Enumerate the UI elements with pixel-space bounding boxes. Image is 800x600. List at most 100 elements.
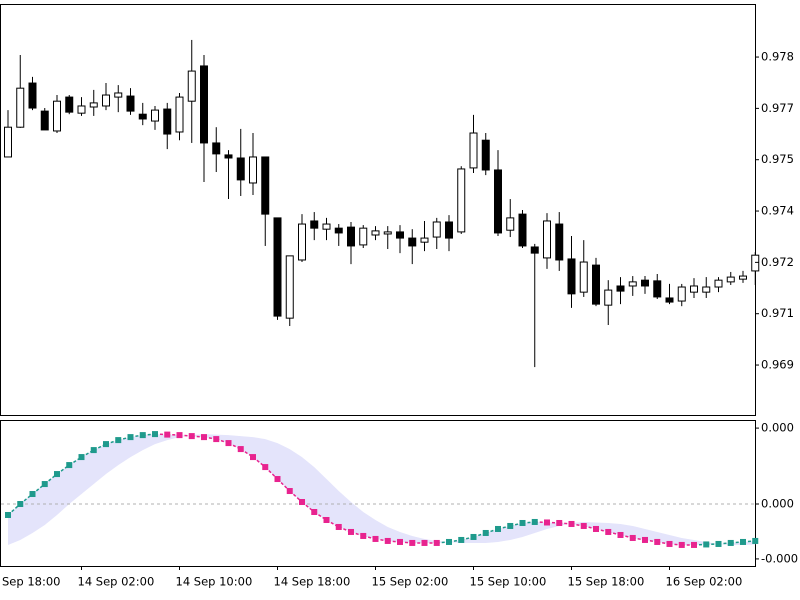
- candle-body: [28, 82, 37, 109]
- candle-body: [212, 142, 221, 155]
- y-tick-label: 0.000: [761, 497, 794, 511]
- candle-body: [714, 279, 723, 288]
- candle-body: [641, 279, 649, 287]
- indicator-point: [397, 538, 403, 545]
- candle-body: [187, 70, 196, 102]
- indicator-point: [188, 433, 195, 440]
- indicator-point: [470, 533, 477, 540]
- indicator-point: [164, 431, 171, 438]
- candle-body: [224, 154, 233, 159]
- indicator-point: [250, 454, 256, 461]
- indicator-point: [580, 522, 587, 529]
- indicator-point: [152, 431, 158, 438]
- candle-body: [592, 264, 600, 305]
- indicator-point: [201, 434, 207, 441]
- indicator-point: [176, 432, 183, 439]
- axes-layer: 0.978 0.977 0.975 0.974 0.972 0.971 0.969 Sep 1…: [2, 50, 798, 589]
- indicator-point: [715, 540, 722, 547]
- candle-body: [138, 113, 147, 120]
- indicator-point: [666, 540, 673, 547]
- candle-body: [273, 217, 282, 317]
- candle-body: [604, 289, 613, 306]
- indicator-point: [299, 499, 305, 506]
- candle-body: [432, 221, 441, 238]
- indicator-point: [274, 476, 281, 483]
- y-tick-label: -0.000: [761, 551, 798, 565]
- candle-body: [4, 126, 12, 158]
- x-tick-label: 15 Sep 02:00: [372, 575, 449, 589]
- indicator-point: [568, 520, 575, 527]
- indicator-point: [78, 454, 85, 461]
- y-tick-label: 0.977: [761, 101, 794, 115]
- y-tick-label: 0.974: [761, 204, 794, 218]
- candle-body: [53, 100, 61, 132]
- indicator-point: [409, 539, 416, 546]
- indicator-point: [446, 538, 452, 545]
- indicator-point: [629, 534, 636, 541]
- indicator-point: [433, 539, 440, 546]
- indicator-point: [531, 518, 538, 525]
- candle-body: [322, 223, 331, 230]
- indicator-point: [54, 471, 60, 478]
- indicator-point: [348, 528, 354, 535]
- candle-body: [261, 156, 270, 215]
- indicator-point: [286, 488, 293, 495]
- candle-body: [65, 96, 74, 113]
- candle-body: [616, 285, 625, 292]
- indicator-point: [66, 462, 73, 469]
- indicator-point: [262, 464, 269, 471]
- candle-body: [469, 132, 478, 169]
- candle-body: [359, 227, 368, 246]
- indicator-point: [90, 447, 97, 454]
- indicator-point: [482, 529, 489, 536]
- indicator-point: [691, 541, 697, 548]
- x-tick-label: 14 Sep 02:00: [78, 575, 155, 589]
- indicator-layer: [1, 431, 759, 548]
- indicator-point: [127, 434, 134, 441]
- candle-body: [739, 275, 747, 280]
- candle-body: [371, 230, 380, 236]
- main-panel: [0, 4, 756, 416]
- indicator-point: [727, 539, 734, 546]
- candle-body: [677, 286, 686, 302]
- indicator-point: [752, 537, 759, 544]
- candle-body: [702, 286, 711, 293]
- candle-body: [555, 223, 564, 261]
- indicator-point: [372, 535, 379, 542]
- indicator-point: [617, 531, 624, 538]
- candle-body: [236, 157, 245, 181]
- candle-body: [16, 87, 25, 128]
- candle-body: [298, 223, 306, 261]
- indicator-point: [654, 538, 661, 545]
- candle-body: [506, 217, 515, 231]
- y-tick-label: 0.972: [761, 255, 794, 269]
- candle-body: [102, 94, 110, 107]
- y-tick-label: 0.975: [761, 152, 794, 166]
- candle-body: [665, 297, 674, 303]
- candle-body: [408, 237, 417, 247]
- candle-body: [420, 237, 429, 243]
- candle-body: [494, 169, 502, 234]
- candle-body: [347, 226, 355, 247]
- y-tick-label: 0.971: [761, 306, 794, 320]
- indicator-point: [115, 437, 122, 444]
- indicator-point: [225, 440, 232, 447]
- indicator-point: [678, 541, 685, 548]
- candle-body: [151, 109, 159, 122]
- candle-body: [445, 221, 453, 239]
- candle-body: [543, 220, 551, 259]
- x-tick-label: 16 Sep 02:00: [666, 575, 743, 589]
- candle-body: [567, 258, 576, 295]
- indicator-point: [421, 539, 428, 546]
- candle-body: [457, 168, 466, 233]
- candle-body: [249, 156, 257, 184]
- candle-body: [126, 95, 135, 112]
- indicator-point: [311, 509, 318, 516]
- candle-body: [40, 110, 49, 131]
- candle-body: [481, 139, 490, 171]
- indicator-point: [237, 446, 244, 453]
- indicator-point: [605, 528, 612, 535]
- candle-body: [530, 246, 539, 254]
- indicator-point: [740, 538, 746, 545]
- y-tick-label: 0.978: [761, 50, 794, 64]
